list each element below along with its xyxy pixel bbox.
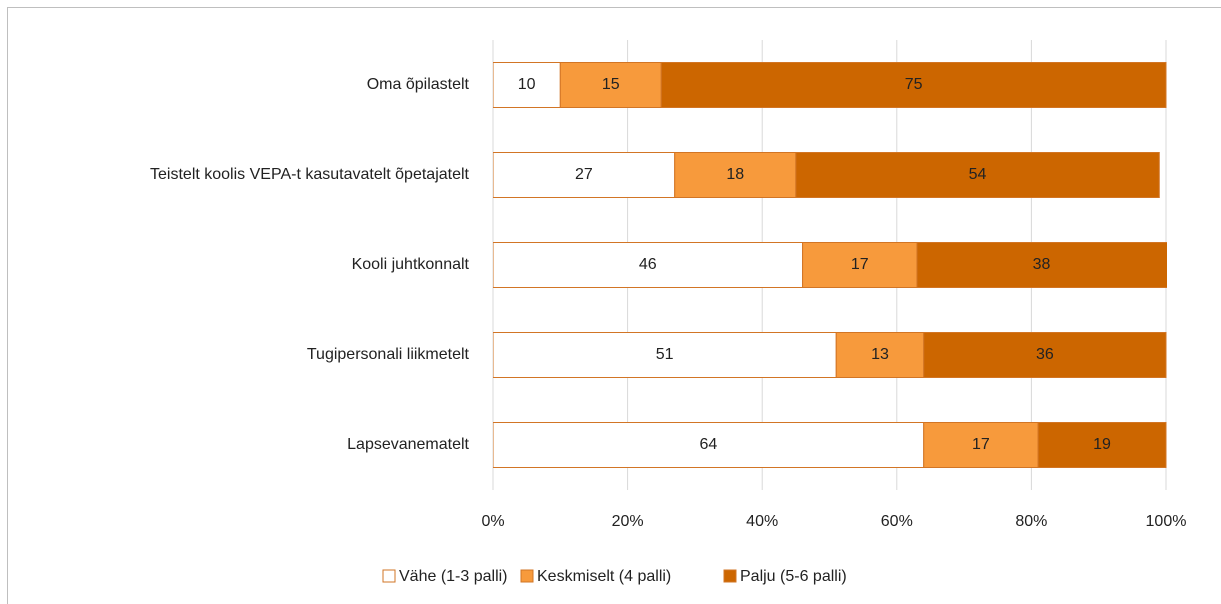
bar-segment: [923, 422, 1039, 468]
bar-segment: [1037, 422, 1167, 468]
bar-segment: [493, 332, 837, 378]
bar-segment: [493, 62, 561, 108]
y-tick-label: Kooli juhtkonnalt: [352, 256, 470, 273]
bar-segment: [493, 152, 676, 198]
data-label: 13: [871, 346, 889, 363]
data-label: 46: [639, 256, 657, 273]
y-tick-label: Teistelt koolis VEPA-t kasutavatelt õpet…: [150, 166, 470, 183]
x-tick-label: 60%: [881, 513, 913, 530]
data-label: 75: [905, 76, 923, 93]
data-label: 64: [699, 436, 717, 453]
y-tick-label: Lapsevanematelt: [347, 436, 469, 453]
legend-label: Palju (5-6 palli): [740, 568, 847, 585]
bar-segment: [835, 332, 925, 378]
x-tick-label: 40%: [746, 513, 778, 530]
legend-swatch: [723, 569, 737, 583]
legend-label: Keskmiselt (4 palli): [537, 568, 671, 585]
x-tick-label: 20%: [612, 513, 644, 530]
legend-swatch: [382, 569, 396, 583]
bar-segment: [660, 62, 1167, 108]
x-tick-label: 0%: [481, 513, 504, 530]
bar-segment: [923, 332, 1167, 378]
data-label: 10: [518, 76, 536, 93]
data-label: 19: [1093, 436, 1111, 453]
chart-border: [7, 7, 1221, 604]
bar-segment: [802, 242, 918, 288]
data-label: 17: [972, 436, 990, 453]
data-label: 38: [1033, 256, 1051, 273]
data-label: 27: [575, 166, 593, 183]
data-label: 54: [969, 166, 987, 183]
legend-label: Vähe (1-3 palli): [399, 568, 508, 585]
bar-segment: [674, 152, 797, 198]
bar-segment: [493, 242, 804, 288]
bar-segment: [795, 152, 1160, 198]
y-tick-label: Oma õpilastelt: [367, 76, 470, 93]
x-tick-label: 100%: [1146, 513, 1187, 530]
data-label: 18: [726, 166, 744, 183]
x-tick-label: 80%: [1015, 513, 1047, 530]
legend-swatch: [520, 569, 534, 583]
y-tick-label: Tugipersonali liikmetelt: [307, 346, 470, 363]
bar-segment: [916, 242, 1167, 288]
bar-segment: [559, 62, 662, 108]
data-label: 15: [602, 76, 620, 93]
data-label: 36: [1036, 346, 1054, 363]
data-label: 17: [851, 256, 869, 273]
data-label: 51: [656, 346, 674, 363]
